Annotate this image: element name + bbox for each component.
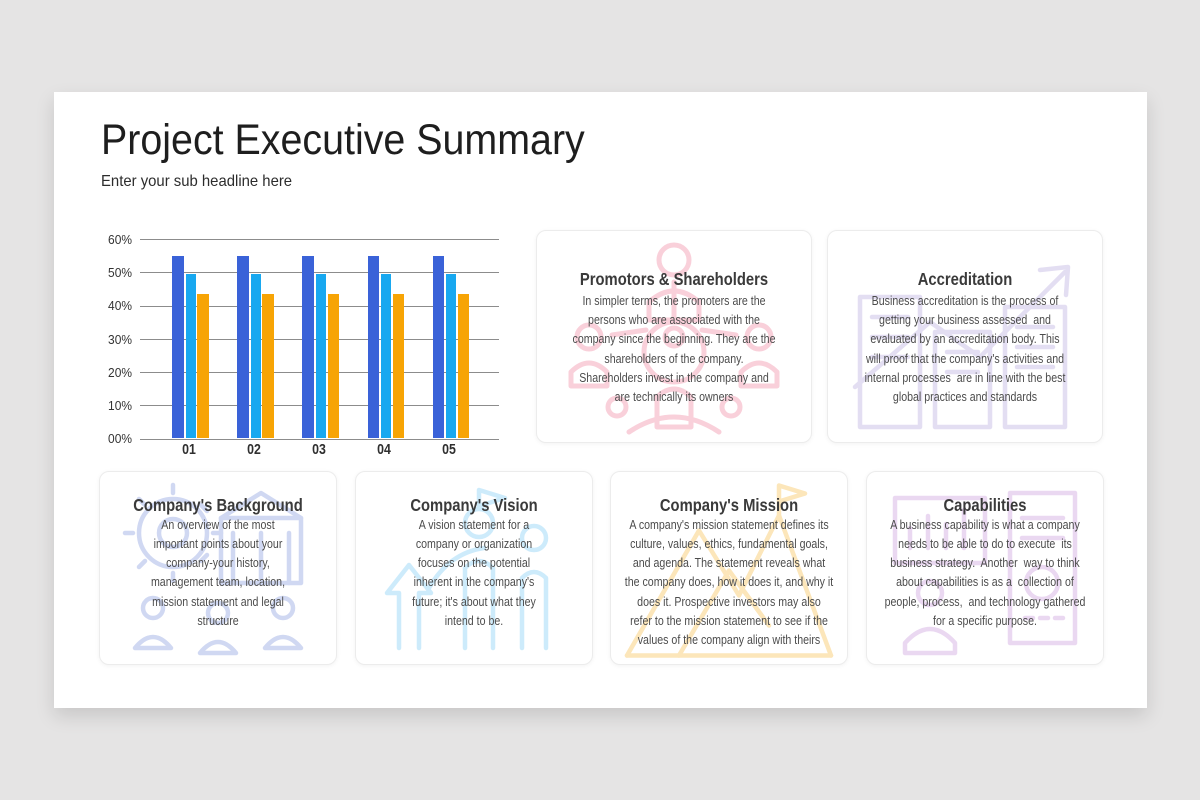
bar-series-3-05 <box>457 294 470 439</box>
bar-series-2-05 <box>445 274 457 439</box>
mountain-flag-icon <box>624 482 834 658</box>
chart-xtick-label: 04 <box>377 442 392 459</box>
card-accreditation: Accreditation Business accreditation is … <box>827 230 1103 443</box>
card-title: Promotors & Shareholders <box>579 269 769 290</box>
vision-people-icon <box>384 487 549 650</box>
page-subtitle: Enter your sub headline here <box>100 172 292 190</box>
chart-ytick-label: 00% <box>108 431 132 447</box>
bank-building-icon <box>122 482 304 655</box>
chart-ytick-label: 60% <box>108 231 132 247</box>
card-title: Capabilities <box>943 495 1027 516</box>
chart-xtick-label: 01 <box>182 442 196 459</box>
card-company-mission: Company's Mission A company's mission st… <box>610 470 848 665</box>
slide: Project Executive Summary Enter your sub… <box>54 92 1147 708</box>
card-body: Business accreditation is the process of… <box>864 293 1066 405</box>
chart-gridline <box>140 239 499 241</box>
bar-series-3-02 <box>262 294 275 439</box>
chart-ytick-label: 10% <box>108 397 132 413</box>
card-title: Accreditation <box>917 269 1013 290</box>
chart-gridline <box>140 438 499 440</box>
card-body: An overview of the most important points… <box>150 517 286 628</box>
chart-ytick-label: 40% <box>108 298 132 314</box>
card-company-background: Company's Background An overview of the … <box>99 470 337 665</box>
card-promotors-shareholders: Promotors & Shareholders In simpler term… <box>536 230 812 443</box>
page-title: Project Executive Summary <box>100 116 585 164</box>
bar-series-3-04 <box>392 294 405 439</box>
bar-series-3-03 <box>327 294 340 439</box>
chart-ytick-label: 50% <box>108 265 132 281</box>
card-body: A vision statement for a company or orga… <box>412 517 536 628</box>
card-body: A company's mission statement defines it… <box>624 517 834 648</box>
chart-gridline <box>140 272 499 274</box>
card-title: Company's Mission <box>659 495 799 516</box>
chart-ytick-label: 30% <box>108 331 132 347</box>
bar-series-1-02 <box>237 255 249 439</box>
chart-ytick-label: 20% <box>108 364 132 380</box>
bar-chart: 60% 50% 40% 30% 20% 10% 00% 01 02 03 04 05 <box>54 92 524 472</box>
buildings-growth-icon <box>852 264 1071 429</box>
bar-series-1-01 <box>172 255 184 439</box>
card-title: Company's Background <box>133 495 303 516</box>
machines-icon <box>892 490 1078 655</box>
card-body: A business capability is what a company … <box>884 517 1086 628</box>
chart-xtick-label: 05 <box>442 442 457 459</box>
bar-series-2-01 <box>185 274 197 439</box>
card-title: Company's Vision <box>410 495 538 516</box>
bar-series-3-01 <box>197 294 210 439</box>
bar-series-2-02 <box>250 274 262 439</box>
card-capabilities: Capabilities A business capability is wh… <box>866 470 1104 665</box>
card-company-vision: Company's Vision A vision statement for … <box>355 470 593 665</box>
bar-series-2-04 <box>380 274 392 439</box>
bar-series-2-03 <box>315 274 327 439</box>
chart-xtick-label: 02 <box>247 442 261 459</box>
bar-series-1-04 <box>367 255 380 439</box>
bar-series-1-03 <box>302 255 315 439</box>
chart-xtick-label: 03 <box>312 442 326 459</box>
bar-series-1-05 <box>432 255 445 439</box>
card-body: In simpler terms, the promoters are the … <box>572 293 776 405</box>
people-network-icon <box>568 242 780 434</box>
